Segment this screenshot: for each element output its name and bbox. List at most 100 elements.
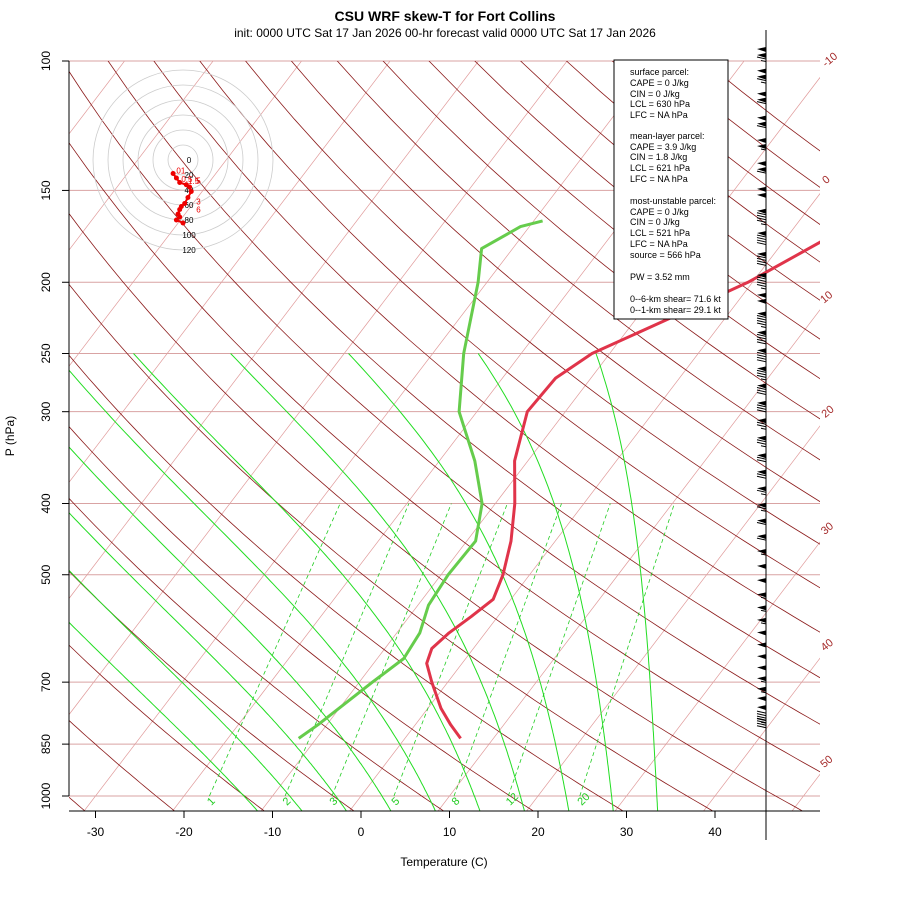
isotherm-label: -10 [820,50,840,69]
barb-full [756,255,767,259]
barb-flag [757,366,766,372]
barb-flag [757,74,766,80]
barb-half [760,60,767,62]
isotherm-line [69,61,214,251]
info-surface-cape: CAPE = 0 J/kg [630,78,689,88]
dry-adiabat [69,212,804,811]
pressure-tick-label: 400 [39,493,53,513]
dry-adiabat [69,283,714,811]
barb-full [756,78,767,82]
barb-flag [757,469,766,475]
wind-barb [756,418,767,433]
barb-full [756,333,767,337]
barb-full [756,715,767,719]
wind-barb [757,549,767,564]
barb-full [756,101,767,105]
barb-flag [757,418,766,424]
barb-flag [757,53,766,58]
hodograph-height-label: 3 [196,197,201,206]
pressure-tick-label: 200 [39,272,53,292]
barb-flag [757,518,766,524]
wind-barb [756,366,767,381]
wind-barb [756,231,767,246]
barb-full [756,212,767,216]
dry-adiabat [382,61,820,420]
barb-full [756,710,767,714]
barb-full [756,281,767,285]
barb-half [760,223,767,226]
hodograph-ring-label: 20 [185,171,194,180]
pressure-tick-label: 100 [39,51,53,71]
barb-flag [757,696,766,702]
hodograph-ring-label: 80 [185,216,194,225]
hodograph-ring [167,144,199,176]
barb-flag [757,676,766,682]
mixing-ratio-lines [209,503,675,797]
barb-flag [757,161,766,167]
wind-barb [756,251,767,266]
barb-flag [757,563,766,569]
wind-barb [756,383,767,398]
barb-half [760,680,767,683]
wind-barb [756,518,767,533]
barb-full [756,720,767,724]
barb-full [756,219,767,223]
wind-barb [757,563,767,578]
dry-adiabat [199,61,820,589]
barb-flag [757,231,766,237]
barb-flag [757,330,766,336]
barb-half [760,81,767,84]
dry-adiabats [69,61,820,811]
barb-flag [757,534,766,540]
isotherm-line [869,27,900,826]
barb-full [756,406,767,410]
barb-flag [757,273,766,279]
temperature-tick-label: 40 [708,825,722,839]
isotherm-line [703,657,820,811]
temperature-axis: -30 -20 -10 0 10 20 30 40 [87,811,722,839]
temperature-tick-label: -20 [175,825,193,839]
barb-flag [757,138,766,144]
moist-adiabat [230,353,525,811]
hodograph-ring [107,84,259,236]
info-surface-header: surface parcel: [630,67,689,77]
dry-adiabat [69,570,355,811]
barb-half [760,325,767,328]
isotherm-labels: -10 0 10 20 30 40 50 [818,50,840,770]
wind-barb [756,47,767,62]
wind-barb [756,348,767,363]
wind-barb [757,605,767,620]
barb-full [756,319,767,323]
barb-full [756,372,767,376]
barb-flag [757,167,766,173]
wind-barb [756,330,767,345]
isotherm-label: 50 [818,753,835,770]
barb-full [756,237,767,241]
isotherm-line [791,773,820,811]
info-box: surface parcel: CAPE = 0 J/kg CIN = 0 J/… [613,59,729,320]
barb-full [756,421,767,425]
dry-adiabat [69,719,176,811]
chart-title: CSU WRF skew-T for Fort Collins [335,8,556,24]
barb-half [760,596,767,599]
barb-full [756,239,767,243]
temperature-tick-label: 20 [531,825,545,839]
barb-full [756,521,767,525]
info-mu-lfc: LFC = NA hPa [630,239,688,249]
barb-full [756,234,767,238]
temperature-tick-label: -30 [87,825,105,839]
mixing-ratio-label: 3 [328,795,341,808]
mixing-ratio-label: 2 [281,795,294,808]
barb-flag [757,121,766,127]
wind-barb [757,138,767,153]
barb-flag [757,383,766,389]
barb-full [756,262,767,266]
info-surface-cin: CIN = 0 J/kg [630,89,680,99]
wind-barb [757,578,767,593]
barb-full [756,336,767,340]
wind-barb [756,311,767,328]
barb-full [756,322,767,326]
barb-full [756,404,767,408]
